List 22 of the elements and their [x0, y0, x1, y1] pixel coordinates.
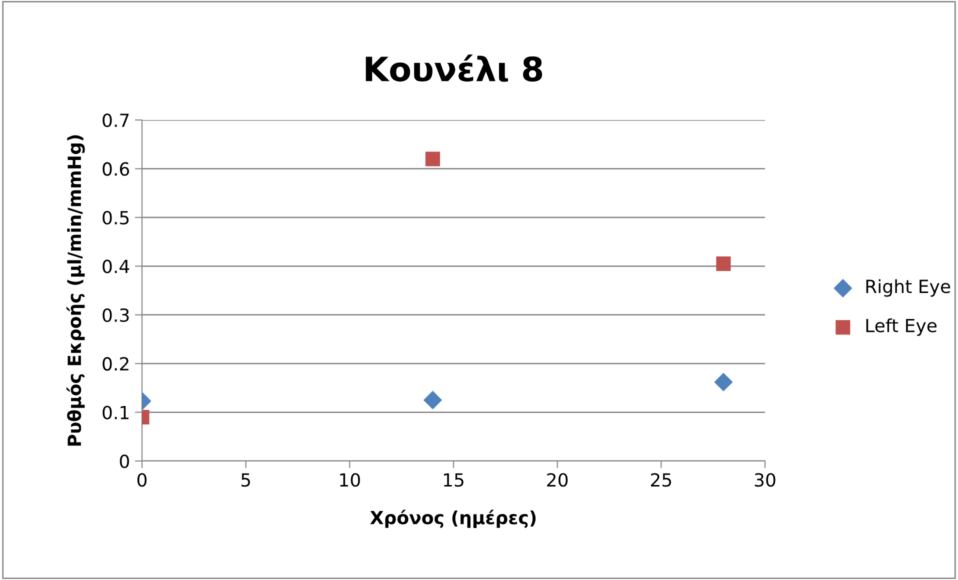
x-tick-label: 5 — [241, 473, 250, 487]
y-tick-label: 0.4 — [102, 260, 130, 274]
x-tick-label: 30 — [754, 473, 776, 487]
x-tick-label: 0 — [137, 473, 147, 487]
y-tick-label: 0.2 — [102, 357, 128, 371]
y-tick-label: 0.5 — [102, 210, 129, 225]
y-tick-label: 0 — [120, 454, 129, 468]
legend-label: Right Eye — [866, 279, 950, 297]
x-axis-title: Χρόνος (ημέρες) — [370, 510, 536, 528]
x-tick-label: 15 — [444, 473, 464, 487]
x-tick-label: 10 — [340, 473, 360, 487]
y-tick-label: 0.6 — [102, 162, 130, 176]
point — [716, 256, 731, 271]
legend-label: Left Eye — [866, 318, 937, 336]
y-axis-title: Ρυθμός Εκροής (μl/min/mmHg) — [66, 135, 85, 446]
y-tick-label: 0.3 — [102, 308, 129, 322]
y-tick-label: 0.7 — [102, 113, 129, 128]
x-tick-label: 20 — [547, 473, 568, 487]
y-tick-label: 0.1 — [102, 406, 129, 420]
x-tick-label: 25 — [651, 473, 672, 487]
point — [714, 372, 733, 392]
chart-title: Κουνέλι 8 — [366, 54, 542, 82]
